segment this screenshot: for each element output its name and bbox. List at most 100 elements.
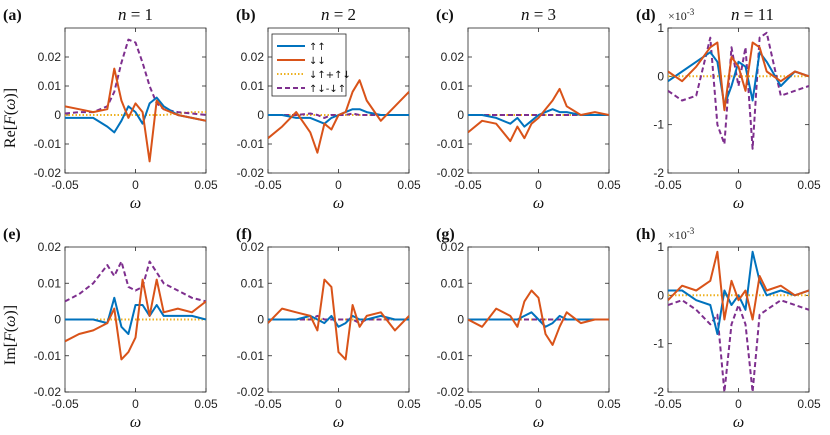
y-tick-label: 0.01 (38, 79, 62, 93)
x-tick-label: 0.05 (194, 397, 218, 411)
panel-label: (b) (236, 7, 256, 24)
x-axis-label: ω (733, 414, 744, 431)
axes-box (467, 27, 610, 174)
series-line-antisym (268, 314, 409, 325)
panel-title: n = 2 (321, 5, 356, 24)
axes-box (667, 27, 810, 174)
y-tick-label: 0.02 (241, 50, 265, 64)
exponent-label: ×10-3 (668, 226, 695, 242)
y-tick-label: 0.01 (38, 276, 62, 290)
series-line-antisym (65, 260, 206, 303)
y-tick-label: -0.01 (237, 137, 265, 151)
x-tick-label: -0.05 (654, 397, 682, 411)
series-line-up-up (668, 250, 809, 335)
panel-b: -0.02 -0.01 0 0.01 0.02 -0.05 0 0.05 ω (b) n = 2 (236, 5, 421, 212)
series-line-up-up (468, 311, 609, 328)
x-tick-label: 0 (132, 178, 139, 192)
x-tick-label: 0.05 (797, 397, 821, 411)
x-tick-label: 0.05 (597, 178, 621, 192)
series-line-down-down (468, 289, 609, 346)
x-tick-label: 0 (335, 397, 342, 411)
y-tick-label: 0.01 (241, 276, 265, 290)
y-tick-label: 0 (457, 313, 464, 327)
series-line-antisym (268, 112, 409, 119)
x-axis-label: ω (333, 414, 344, 431)
y-tick-label: -0.01 (34, 137, 62, 151)
series-line-antisym (668, 31, 809, 150)
panel-c: -0.02 -0.01 0 0.01 0.02 -0.05 0 0.05 ω (c) n = 3 (436, 5, 621, 212)
y-tick-label: -0.02 (437, 166, 465, 180)
x-tick-label: 0.05 (797, 178, 821, 192)
x-tick-label: 0 (335, 178, 342, 192)
panel-label: (a) (3, 7, 22, 24)
x-tick-label: 0.05 (194, 178, 218, 192)
panel-label: (c) (436, 7, 454, 24)
panel-g: -0.02 -0.01 0 0.01 0.02 -0.05 0 0.05 ω (g) (436, 226, 621, 431)
x-tick-label: -0.05 (254, 397, 282, 411)
x-axis-label: ω (733, 195, 744, 212)
x-tick-label: -0.05 (454, 397, 482, 411)
y-tick-label: -2 (653, 385, 664, 399)
row-label-im: Im[F(ω)] (2, 305, 19, 365)
y-tick-label: 0 (54, 108, 61, 122)
series-line-up-up (65, 296, 206, 335)
legend-label-sym: ↓↑+↑↓ (309, 70, 351, 81)
panel-e: -0.02 -0.01 0 0.01 0.02 -0.05 0 0.05 ω (e) (3, 226, 218, 431)
y-tick-label: 1 (657, 240, 664, 254)
series-line-down-down (65, 278, 206, 361)
y-tick-label: -2 (653, 166, 664, 180)
y-tick-label: 0.02 (241, 240, 265, 254)
series-line-down-down (268, 79, 409, 154)
y-tick-label: -0.02 (34, 385, 62, 399)
panel-label: (h) (636, 226, 656, 243)
axes-box (667, 246, 810, 393)
axes-box (64, 27, 207, 174)
y-tick-label: -1 (653, 337, 664, 351)
x-tick-label: 0 (535, 178, 542, 192)
y-tick-label: -0.01 (34, 349, 62, 363)
panel-title: n = 3 (521, 5, 556, 24)
x-tick-label: -0.05 (51, 397, 79, 411)
series-line-down-down (668, 41, 809, 112)
x-axis-label: ω (130, 195, 141, 212)
y-tick-label: 0 (657, 69, 664, 83)
y-tick-label: 0.01 (441, 79, 465, 93)
exponent-label: ×10-3 (668, 7, 695, 23)
x-tick-label: -0.05 (254, 178, 282, 192)
y-tick-label: 0 (257, 108, 264, 122)
x-axis-label: ω (533, 195, 544, 212)
series-line-down-down (468, 87, 609, 143)
y-tick-label: -0.02 (237, 166, 265, 180)
legend-label-antisym: ↑↓-↓↑ (309, 84, 346, 95)
panel-label: (d) (636, 7, 656, 24)
x-tick-label: 0 (735, 397, 742, 411)
y-tick-label: 0 (657, 288, 664, 302)
y-tick-label: 0.02 (38, 50, 62, 64)
x-axis-label: ω (533, 414, 544, 431)
y-tick-label: 0 (257, 313, 264, 327)
x-axis-label: ω (130, 414, 141, 431)
panel-f: -0.02 -0.01 0 0.01 0.02 -0.05 0 0.05 ω (f) (236, 226, 421, 431)
panel-title: n = 11 (731, 5, 774, 24)
series-line-down-down (65, 67, 206, 163)
legend-label-up-up: ↑↑ (309, 42, 326, 53)
legend-box (271, 33, 347, 97)
series-line-up-up (268, 314, 409, 328)
panel-h: -2 -1 0 1 -0.05 0 0.05 ω (h) ×10-3 (636, 226, 821, 431)
series-line-sym (65, 111, 206, 116)
y-tick-label: 1 (657, 21, 664, 35)
legend-label-down-down: ↓↓ (309, 56, 326, 67)
y-tick-label: 0.01 (441, 276, 465, 290)
x-tick-label: -0.05 (454, 178, 482, 192)
panel-label: (e) (3, 226, 21, 243)
y-tick-label: 0.02 (441, 240, 465, 254)
y-tick-label: -0.02 (237, 385, 265, 399)
y-tick-label: 0.02 (38, 240, 62, 254)
y-tick-label: 0.01 (241, 79, 265, 93)
series-line-up-up (468, 108, 609, 128)
x-tick-label: 0.05 (397, 397, 421, 411)
x-tick-label: -0.05 (51, 178, 79, 192)
y-tick-label: -0.01 (437, 349, 465, 363)
